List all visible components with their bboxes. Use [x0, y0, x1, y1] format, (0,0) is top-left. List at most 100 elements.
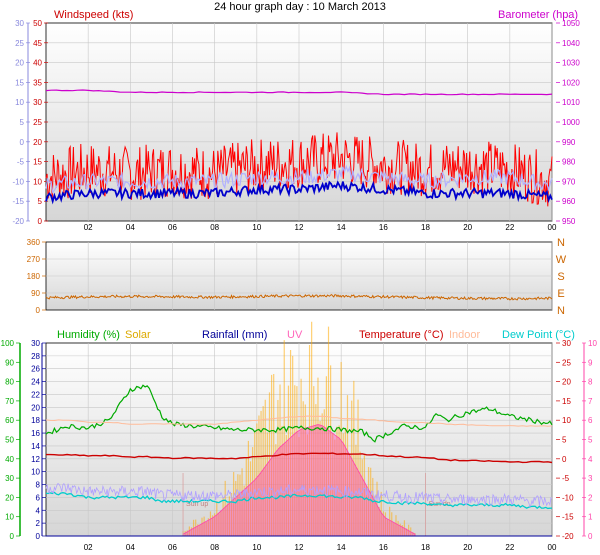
humidity-tick-label: 100 — [1, 339, 15, 348]
wind-outer-tick-label: 10 — [15, 98, 24, 107]
wind-x-tick-label: 14 — [337, 223, 346, 232]
wind-series — [45, 89, 553, 207]
rainfall-tick-label: 28 — [31, 352, 40, 361]
temperature-tick-label: -15 — [562, 513, 574, 522]
wind-x-tick-label: 10 — [252, 223, 261, 232]
winddir-series — [45, 293, 553, 301]
rainfall-label: Rainfall (mm) — [202, 329, 267, 341]
multi-x-tick-label: 14 — [337, 543, 346, 552]
humidity-tick-label: 80 — [5, 378, 14, 387]
windspeed-tick-label: 5 — [38, 197, 43, 206]
rainfall-tick-label: 14 — [31, 442, 40, 451]
windspeed-minimum-line — [45, 180, 553, 205]
wind-outer-tick-label: 0 — [20, 138, 25, 147]
winddir-tick-label: 0 — [36, 306, 41, 315]
dew-point-band — [45, 482, 553, 508]
uv-tick-label: 2 — [588, 493, 593, 502]
rainfall-tick-label: 20 — [31, 403, 40, 412]
humidity-tick-label: 10 — [5, 513, 14, 522]
winddir-tick-label: 90 — [31, 289, 40, 298]
rainfall-tick-label: 18 — [31, 416, 40, 425]
barometer-tick-label: 970 — [562, 177, 576, 186]
winddir-tick-label: 360 — [27, 238, 41, 247]
temperature-tick-label: -20 — [562, 532, 574, 541]
wind-x-tick-label: 04 — [126, 223, 135, 232]
compass-label: W — [556, 254, 567, 266]
rainfall-tick-label: 16 — [31, 429, 40, 438]
multi-x-tick-label: 00 — [548, 543, 557, 552]
wind-outer-tick-label: -15 — [12, 197, 24, 206]
barometer-line — [45, 89, 553, 96]
temperature-tick-label: -5 — [562, 474, 570, 483]
temperature-tick-label: 0 — [562, 455, 567, 464]
barometer-tick-label: 990 — [562, 138, 576, 147]
compass-label: N — [557, 305, 565, 317]
multi-x-tick-label: 22 — [505, 543, 514, 552]
wind-x-tick-label: 00 — [548, 223, 557, 232]
multi-x-tick-label: 18 — [421, 543, 430, 552]
uv-label: UV — [287, 329, 303, 341]
wind-outer-tick-label: -20 — [12, 217, 24, 226]
rainfall-tick-label: 8 — [36, 481, 41, 490]
wind-x-tick-label: 22 — [505, 223, 514, 232]
windspeed-tick-label: 35 — [33, 78, 42, 87]
uv-tick-label: 3 — [588, 474, 593, 483]
barometer-label: Barometer (hpa) — [498, 9, 578, 21]
windspeed-tick-label: 20 — [33, 138, 42, 147]
rainfall-tick-label: 30 — [31, 339, 40, 348]
windspeed-label: Windspeed (kts) — [54, 9, 133, 21]
humidity-tick-label: 40 — [5, 455, 14, 464]
temperature-line — [46, 452, 553, 464]
wind-x-ticks: 02 04 06 08 10 12 14 16 18 20 22 00 — [84, 223, 557, 232]
winddir-panel-grid — [46, 242, 553, 310]
winddir-tick-label: 180 — [27, 272, 41, 281]
rainfall-tick-label: 0 — [36, 532, 41, 541]
multi-x-tick-label: 16 — [379, 543, 388, 552]
wind-x-tick-label: 20 — [463, 223, 472, 232]
wind-axes: 5045403530252015105010501040103010201010… — [12, 19, 580, 226]
uv-tick-label: 4 — [588, 455, 593, 464]
wind-outer-tick-label: 5 — [20, 118, 25, 127]
barometer-tick-label: 1030 — [562, 59, 580, 68]
barometer-tick-label: 1040 — [562, 39, 580, 48]
multi-x-tick-label: 04 — [126, 543, 135, 552]
rainfall-tick-label: 2 — [36, 519, 41, 528]
winddir-tick-label: 270 — [27, 255, 41, 264]
wind-x-tick-label: 06 — [168, 223, 177, 232]
humidity-tick-label: 90 — [5, 358, 14, 367]
wind-outer-tick-label: -10 — [12, 177, 24, 186]
rainfall-tick-label: 4 — [36, 506, 41, 515]
humidity-tick-label: 60 — [5, 416, 14, 425]
rainfall-tick-label: 24 — [31, 378, 40, 387]
multi-x-tick-label: 20 — [463, 543, 472, 552]
windspeed-tick-label: 45 — [33, 39, 42, 48]
uv-area — [182, 424, 416, 537]
dewpoint-label: Dew Point (°C) — [502, 329, 575, 341]
windspeed-tick-label: 50 — [33, 19, 42, 28]
compass-label: S — [557, 271, 564, 283]
uv-tick-label: 10 — [588, 339, 597, 348]
barometer-tick-label: 1020 — [562, 78, 580, 87]
compass-label: E — [557, 288, 564, 300]
windspeed-tick-label: 10 — [33, 177, 42, 186]
temperature-tick-label: 10 — [562, 416, 571, 425]
uv-tick-label: 7 — [588, 397, 593, 406]
windspeed-average-line — [45, 164, 553, 194]
barometer-tick-label: 980 — [562, 158, 576, 167]
barometer-tick-label: 1050 — [562, 19, 580, 28]
multi-x-tick-label: 02 — [84, 543, 93, 552]
temperature-label: Temperature (°C) — [359, 329, 443, 341]
temperature-tick-label: 30 — [562, 339, 571, 348]
wind-outer-tick-label: 20 — [15, 59, 24, 68]
barometer-tick-label: 1000 — [562, 118, 580, 127]
wind-x-tick-label: 16 — [379, 223, 388, 232]
compass-label: N — [557, 237, 565, 249]
uv-tick-label: 5 — [588, 436, 593, 445]
multi-x-tick-label: 08 — [210, 543, 219, 552]
wind-x-tick-label: 18 — [421, 223, 430, 232]
windspeed-tick-label: 15 — [33, 158, 42, 167]
multi-axes: 1009080706050403020100302826242220181614… — [1, 339, 598, 541]
page-title: 24 hour graph day : 10 March 2013 — [214, 1, 386, 13]
